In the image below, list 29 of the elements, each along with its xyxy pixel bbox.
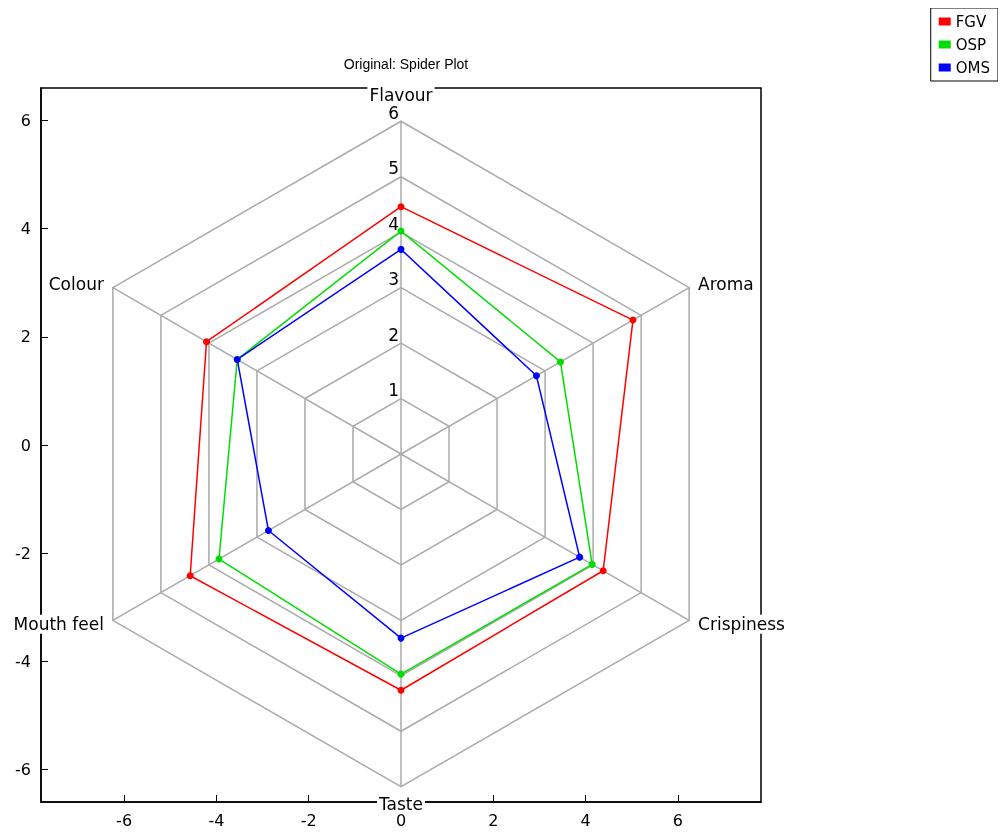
spoke-label: Colour bbox=[48, 273, 104, 294]
y-tick-label: -4 bbox=[15, 651, 31, 671]
y-tick-label: 6 bbox=[388, 102, 399, 123]
spoke-label: Crispiness bbox=[698, 614, 786, 635]
spoke-label: Aroma bbox=[698, 273, 754, 294]
y-tick-label: 3 bbox=[388, 269, 399, 290]
legend-label: FGV bbox=[955, 12, 987, 31]
x-tick-label: 2 bbox=[488, 810, 499, 830]
spoke-label: Mouth feel bbox=[13, 614, 104, 635]
chart-title: Original: Spider Plot bbox=[343, 56, 469, 72]
y-tick-label: 4 bbox=[20, 219, 31, 239]
y-tick-label: 0 bbox=[20, 435, 31, 455]
legend-label: OMS bbox=[955, 58, 991, 77]
legend-label: OSP bbox=[955, 35, 987, 54]
y-tick-label: 4 bbox=[388, 213, 399, 234]
y-tick-label: -6 bbox=[15, 760, 31, 780]
x-tick-label: 6 bbox=[672, 810, 684, 830]
y-tick-label: 5 bbox=[388, 158, 399, 179]
y-tick-label: 1 bbox=[388, 380, 399, 401]
x-tick-label: -4 bbox=[208, 810, 225, 830]
x-tick-label: -2 bbox=[300, 810, 317, 830]
y-tick-label: 2 bbox=[388, 324, 399, 345]
x-tick-label: 4 bbox=[580, 810, 591, 830]
y-tick-label: 6 bbox=[20, 110, 31, 130]
y-tick-label: 2 bbox=[20, 327, 31, 347]
y-tick-label: -2 bbox=[15, 543, 31, 563]
x-tick-label: -6 bbox=[116, 810, 133, 830]
spoke-label: Taste bbox=[378, 794, 423, 815]
spoke-label: Flavour bbox=[369, 84, 433, 105]
